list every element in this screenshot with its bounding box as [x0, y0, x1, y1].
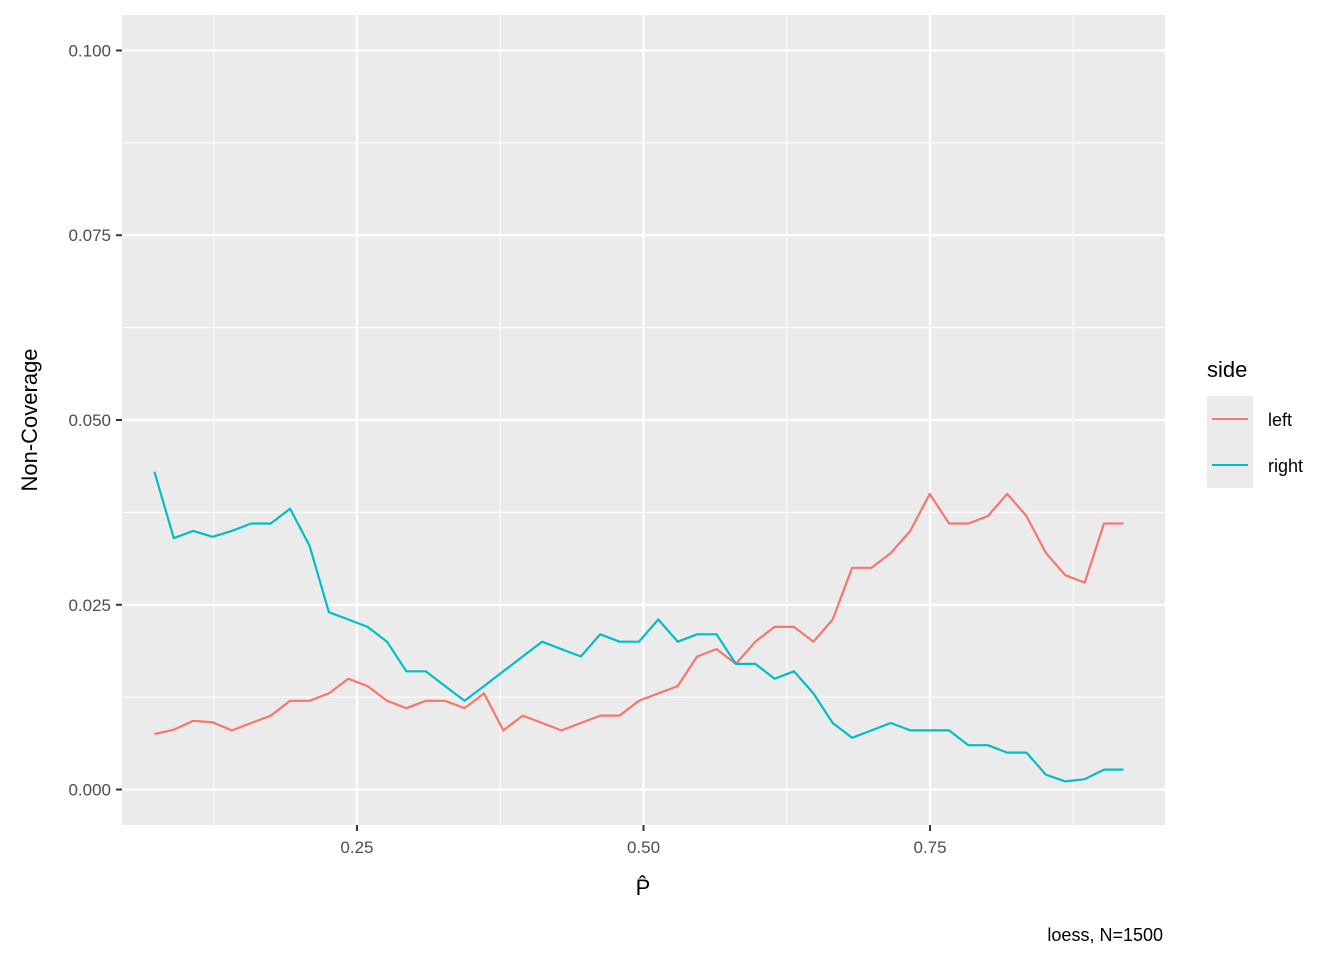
- x-axis-title: P̂: [636, 875, 651, 900]
- series-line-right: [153, 471, 1124, 783]
- x-tick-label: 0.25: [340, 838, 373, 857]
- y-tick-label: 0.100: [68, 41, 111, 60]
- y-tick-label: 0.025: [68, 596, 111, 615]
- y-axis: 0.000 0.025 0.050 0.075 0.100: [68, 41, 122, 800]
- series-line-left: [154, 492, 1124, 736]
- y-axis-title: Non-Coverage: [17, 348, 42, 491]
- grid-major: [122, 15, 1165, 825]
- caption: loess, N=1500: [1047, 925, 1163, 945]
- y-tick-label: 0.050: [68, 411, 111, 430]
- y-tick-label: 0.000: [68, 781, 111, 800]
- legend: side left right: [1207, 357, 1303, 488]
- legend-title: side: [1207, 357, 1247, 382]
- legend-label-left: left: [1268, 410, 1292, 430]
- x-tick-label: 0.50: [627, 838, 660, 857]
- x-axis: 0.25 0.50 0.75: [340, 825, 947, 857]
- y-tick-label: 0.075: [68, 226, 111, 245]
- x-tick-label: 0.75: [913, 838, 946, 857]
- series-layer: [153, 471, 1124, 783]
- legend-label-right: right: [1268, 456, 1303, 476]
